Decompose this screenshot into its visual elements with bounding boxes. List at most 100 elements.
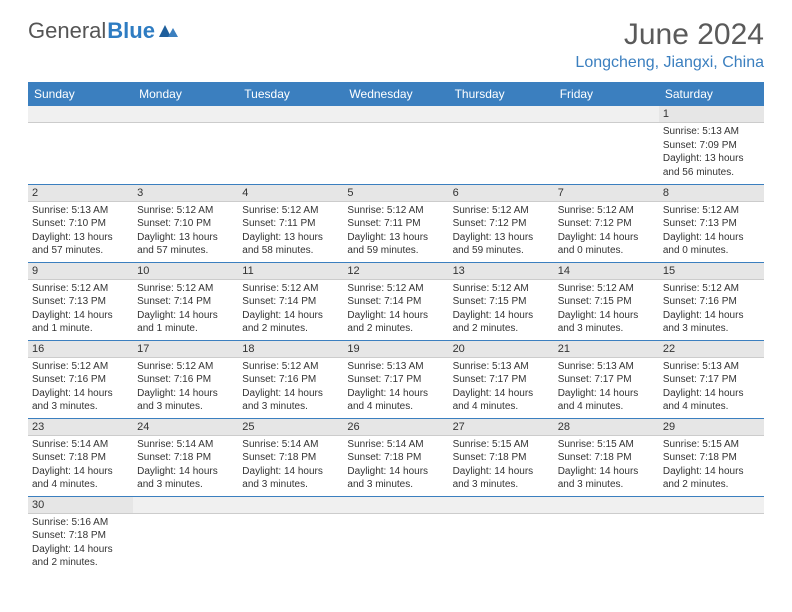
sunset-text: Sunset: 7:16 PM (32, 373, 129, 387)
daylight-text: Daylight: 14 hours and 3 minutes. (32, 387, 129, 414)
daylight-text: Daylight: 14 hours and 4 minutes. (558, 387, 655, 414)
day-details: Sunrise: 5:12 AMSunset: 7:11 PMDaylight:… (343, 202, 448, 260)
sunset-text: Sunset: 7:14 PM (347, 295, 444, 309)
day-number: 6 (449, 185, 554, 202)
calendar-week: 23Sunrise: 5:14 AMSunset: 7:18 PMDayligh… (28, 418, 764, 496)
sunset-text: Sunset: 7:14 PM (137, 295, 234, 309)
daylight-text: Daylight: 13 hours and 59 minutes. (453, 231, 550, 258)
calendar-cell (449, 496, 554, 574)
dayheader-wed: Wednesday (343, 82, 448, 106)
daylight-text: Daylight: 14 hours and 3 minutes. (137, 387, 234, 414)
day-number: 20 (449, 341, 554, 358)
day-details: Sunrise: 5:12 AMSunset: 7:14 PMDaylight:… (238, 280, 343, 338)
sunset-text: Sunset: 7:18 PM (32, 529, 129, 543)
daynum-empty (449, 497, 554, 514)
daylight-text: Daylight: 13 hours and 59 minutes. (347, 231, 444, 258)
day-details: Sunrise: 5:13 AMSunset: 7:09 PMDaylight:… (659, 123, 764, 181)
day-number: 30 (28, 497, 133, 514)
daylight-text: Daylight: 13 hours and 58 minutes. (242, 231, 339, 258)
sunrise-text: Sunrise: 5:13 AM (347, 360, 444, 374)
calendar-body: 1Sunrise: 5:13 AMSunset: 7:09 PMDaylight… (28, 106, 764, 574)
location-label: Longcheng, Jiangxi, China (575, 54, 764, 72)
sunset-text: Sunset: 7:16 PM (663, 295, 760, 309)
calendar-cell (659, 496, 764, 574)
sunset-text: Sunset: 7:12 PM (453, 217, 550, 231)
sunset-text: Sunset: 7:18 PM (558, 451, 655, 465)
calendar-cell: 30 Sunrise: 5:16 AMSunset: 7:18 PMDayligh… (28, 496, 133, 574)
sunset-text: Sunset: 7:17 PM (453, 373, 550, 387)
daylight-text: Daylight: 14 hours and 1 minute. (32, 309, 129, 336)
calendar-cell: 18Sunrise: 5:12 AMSunset: 7:16 PMDayligh… (238, 340, 343, 418)
calendar-cell: 26Sunrise: 5:14 AMSunset: 7:18 PMDayligh… (343, 418, 448, 496)
daylight-text: Daylight: 14 hours and 3 minutes. (137, 465, 234, 492)
daylight-text: Daylight: 14 hours and 3 minutes. (242, 387, 339, 414)
sunset-text: Sunset: 7:09 PM (663, 139, 760, 153)
day-details: Sunrise: 5:12 AMSunset: 7:11 PMDaylight:… (238, 202, 343, 260)
daylight-text: Daylight: 14 hours and 4 minutes. (347, 387, 444, 414)
day-number: 15 (659, 263, 764, 280)
day-number: 29 (659, 419, 764, 436)
logo: GeneralBlue (28, 18, 181, 44)
day-details: Sunrise: 5:15 AMSunset: 7:18 PMDaylight:… (449, 436, 554, 494)
day-number: 9 (28, 263, 133, 280)
calendar-week: 9Sunrise: 5:12 AMSunset: 7:13 PMDaylight… (28, 262, 764, 340)
day-details: Sunrise: 5:13 AMSunset: 7:10 PMDaylight:… (28, 202, 133, 260)
day-number: 23 (28, 419, 133, 436)
daylight-text: Daylight: 14 hours and 1 minute. (137, 309, 234, 336)
day-number: 3 (133, 185, 238, 202)
dayheader-tue: Tuesday (238, 82, 343, 106)
dayheader-mon: Monday (133, 82, 238, 106)
day-details: Sunrise: 5:12 AMSunset: 7:15 PMDaylight:… (554, 280, 659, 338)
daylight-text: Daylight: 14 hours and 2 minutes. (32, 543, 129, 570)
day-details: Sunrise: 5:14 AMSunset: 7:18 PMDaylight:… (133, 436, 238, 494)
calendar-cell (449, 106, 554, 184)
day-details: Sunrise: 5:12 AMSunset: 7:13 PMDaylight:… (28, 280, 133, 338)
calendar-cell: 10Sunrise: 5:12 AMSunset: 7:14 PMDayligh… (133, 262, 238, 340)
daynum-empty (449, 106, 554, 123)
calendar-cell: 22Sunrise: 5:13 AMSunset: 7:17 PMDayligh… (659, 340, 764, 418)
sunset-text: Sunset: 7:17 PM (347, 373, 444, 387)
calendar-cell (238, 106, 343, 184)
calendar-table: Sunday Monday Tuesday Wednesday Thursday… (28, 82, 764, 574)
sunrise-text: Sunrise: 5:13 AM (558, 360, 655, 374)
calendar-cell: 12Sunrise: 5:12 AMSunset: 7:14 PMDayligh… (343, 262, 448, 340)
daylight-text: Daylight: 14 hours and 0 minutes. (663, 231, 760, 258)
sunrise-text: Sunrise: 5:12 AM (558, 282, 655, 296)
calendar-cell (133, 106, 238, 184)
day-details: Sunrise: 5:12 AMSunset: 7:16 PMDaylight:… (133, 358, 238, 416)
sunrise-text: Sunrise: 5:16 AM (32, 516, 129, 530)
calendar-cell: 28Sunrise: 5:15 AMSunset: 7:18 PMDayligh… (554, 418, 659, 496)
calendar-cell: 8Sunrise: 5:12 AMSunset: 7:13 PMDaylight… (659, 184, 764, 262)
calendar-cell (343, 106, 448, 184)
calendar-cell (238, 496, 343, 574)
day-details: Sunrise: 5:12 AMSunset: 7:14 PMDaylight:… (343, 280, 448, 338)
sunrise-text: Sunrise: 5:12 AM (137, 360, 234, 374)
calendar-cell: 20 Sunrise: 5:13 AMSunset: 7:17 PMDayligh… (449, 340, 554, 418)
daylight-text: Daylight: 14 hours and 3 minutes. (242, 465, 339, 492)
daylight-text: Daylight: 14 hours and 3 minutes. (347, 465, 444, 492)
day-details: Sunrise: 5:12 AMSunset: 7:16 PMDaylight:… (238, 358, 343, 416)
day-details: Sunrise: 5:13 AMSunset: 7:17 PMDaylight:… (554, 358, 659, 416)
calendar-week: 1Sunrise: 5:13 AMSunset: 7:09 PMDaylight… (28, 106, 764, 184)
sunrise-text: Sunrise: 5:14 AM (137, 438, 234, 452)
calendar-cell: 24Sunrise: 5:14 AMSunset: 7:18 PMDayligh… (133, 418, 238, 496)
daylight-text: Daylight: 14 hours and 4 minutes. (453, 387, 550, 414)
sunset-text: Sunset: 7:12 PM (558, 217, 655, 231)
sunrise-text: Sunrise: 5:14 AM (242, 438, 339, 452)
calendar-cell: 17Sunrise: 5:12 AMSunset: 7:16 PMDayligh… (133, 340, 238, 418)
sunrise-text: Sunrise: 5:13 AM (663, 125, 760, 139)
day-number: 27 (449, 419, 554, 436)
day-details: Sunrise: 5:13 AMSunset: 7:17 PMDaylight:… (659, 358, 764, 416)
day-details: Sunrise: 5:12 AMSunset: 7:16 PMDaylight:… (659, 280, 764, 338)
flag-icon (159, 23, 181, 39)
day-number: 18 (238, 341, 343, 358)
dayheader-row: Sunday Monday Tuesday Wednesday Thursday… (28, 82, 764, 106)
sunrise-text: Sunrise: 5:13 AM (453, 360, 550, 374)
day-number: 11 (238, 263, 343, 280)
sunset-text: Sunset: 7:10 PM (32, 217, 129, 231)
header: GeneralBlue June 2024 Longcheng, Jiangxi… (28, 18, 764, 72)
sunrise-text: Sunrise: 5:12 AM (663, 282, 760, 296)
day-number: 22 (659, 341, 764, 358)
daylight-text: Daylight: 14 hours and 4 minutes. (32, 465, 129, 492)
daynum-empty (343, 106, 448, 123)
